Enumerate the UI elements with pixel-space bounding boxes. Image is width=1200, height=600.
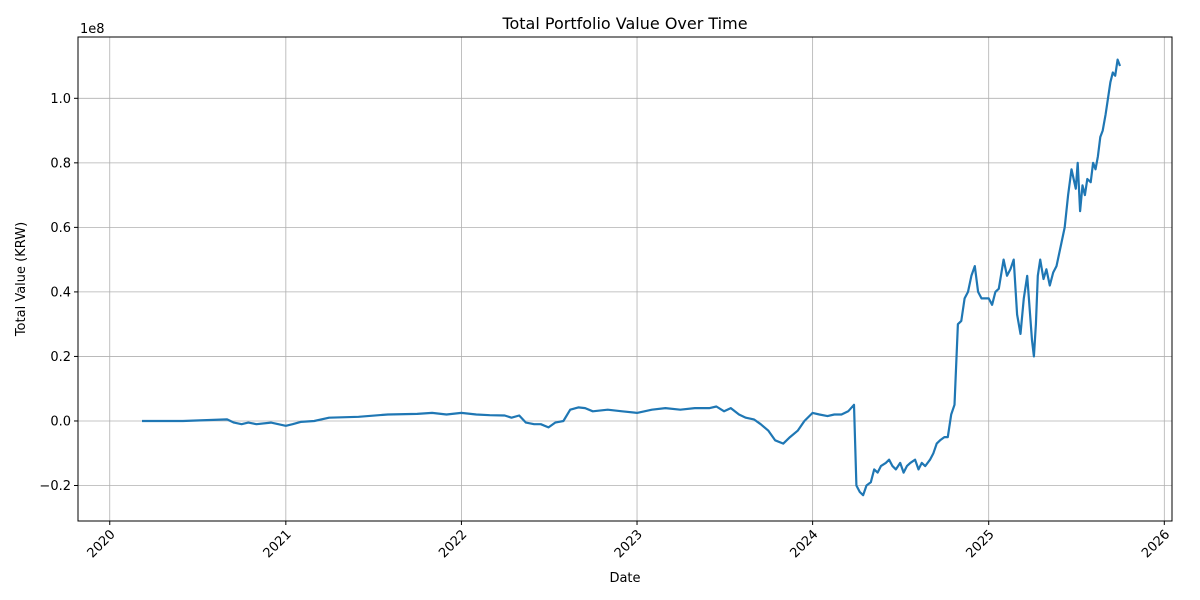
- y-tick-label: 1.0: [50, 92, 71, 107]
- grid-lines: [78, 37, 1172, 521]
- y-tick-label: 0.8: [50, 156, 71, 171]
- x-axis-ticks: 2020 2021 2022 2023 2024 2025 2026: [85, 521, 1173, 561]
- y-axis-label: Total Value (KRW): [14, 222, 29, 337]
- y-tick-label: 0.0: [50, 414, 71, 429]
- y-tick-label: 0.6: [50, 221, 71, 236]
- line-series: [142, 58, 1122, 497]
- portfolio-value-line: [142, 58, 1122, 497]
- y-axis-ticks: −0.2 0.0 0.2 0.4 0.6 0.8 1.0: [39, 92, 78, 494]
- plot-frame: [77, 36, 1173, 522]
- y-tick-label: 0.2: [50, 350, 71, 365]
- x-tick-label: 2021: [261, 527, 295, 561]
- x-axis-label: Date: [609, 571, 640, 586]
- y-tick-label: −0.2: [39, 479, 71, 494]
- x-tick-label: 2022: [436, 527, 470, 561]
- x-tick-label: 2024: [787, 527, 821, 561]
- x-tick-label: 2025: [964, 527, 998, 561]
- x-tick-label: 2023: [612, 527, 646, 561]
- x-tick-label: 2026: [1139, 527, 1173, 561]
- chart-title: Total Portfolio Value Over Time: [501, 14, 747, 33]
- y-tick-label: 0.4: [50, 285, 71, 300]
- y-offset-label: 1e8: [80, 22, 105, 37]
- x-tick-label: 2020: [85, 527, 119, 561]
